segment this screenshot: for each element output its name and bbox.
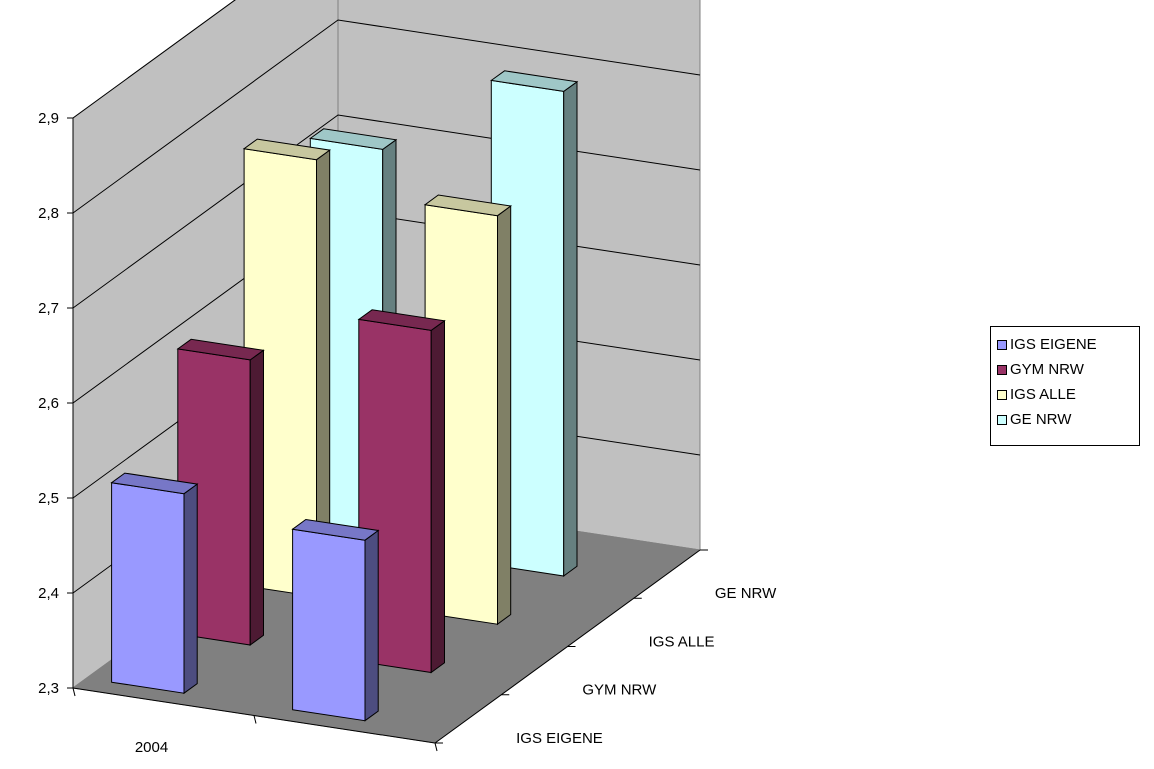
bar-front <box>111 482 185 694</box>
bar-side <box>430 319 445 674</box>
y-tick-label: 2,3 <box>38 680 59 697</box>
bar-front <box>292 528 366 722</box>
x-tick <box>72 687 76 697</box>
bar-side <box>249 349 264 646</box>
gridline <box>72 114 701 309</box>
depth-tick-label: GE NRW <box>715 585 777 602</box>
x-tick <box>434 742 438 752</box>
bar-top <box>309 128 398 150</box>
axis-labels: 2,3 2,4 2,5 2,6 2,7 2,8 2,9 2004 2005 IGS EIGENE G… <box>38 110 777 769</box>
y-tick-label: 2,6 <box>38 395 59 412</box>
y-tick-label: 2,5 <box>38 490 59 507</box>
bars <box>110 70 579 722</box>
legend-label: IGS EIGENE <box>1010 336 1097 353</box>
bar-side <box>183 483 198 695</box>
depth-tick-label: IGS ALLE <box>649 633 715 650</box>
bar-top <box>110 472 199 495</box>
bar-top <box>176 338 265 361</box>
legend-item: GYM NRW <box>997 357 1139 382</box>
y-tick-label: 2,4 <box>38 585 59 602</box>
legend-swatch <box>997 339 1007 350</box>
legend: IGS EIGENE GYM NRW IGS ALLE GE NRW <box>990 326 1140 446</box>
bar <box>110 472 199 695</box>
x-tick-label: 2005 <box>316 766 349 769</box>
bar-top <box>242 138 331 161</box>
legend-item: GE NRW <box>997 407 1139 432</box>
depth-tick-label: GYM NRW <box>582 682 657 699</box>
x-tick <box>253 715 257 724</box>
bar-top <box>490 70 579 92</box>
legend-swatch <box>997 364 1007 375</box>
bar-top <box>357 309 446 331</box>
bar-side <box>563 80 578 577</box>
gridline <box>72 0 236 119</box>
bar-side <box>497 205 512 626</box>
y-tick-label: 2,9 <box>38 110 59 127</box>
legend-label: GE NRW <box>1010 411 1072 428</box>
bar-top <box>423 194 512 217</box>
legend-swatch <box>997 414 1007 425</box>
x-tick-label: 2004 <box>135 739 168 756</box>
legend-label: IGS ALLE <box>1010 386 1076 403</box>
legend-swatch <box>997 389 1007 400</box>
legend-label: GYM NRW <box>1010 361 1084 378</box>
axes <box>67 117 708 752</box>
bar-top <box>291 518 380 541</box>
gridline <box>72 19 701 214</box>
bar-side <box>364 529 379 722</box>
legend-item: IGS EIGENE <box>997 332 1139 357</box>
legend-item: IGS ALLE <box>997 382 1139 407</box>
y-tick-label: 2,8 <box>38 205 59 222</box>
y-tick-label: 2,7 <box>38 300 59 317</box>
depth-tick-label: IGS EIGENE <box>516 730 603 747</box>
bar <box>291 518 380 722</box>
